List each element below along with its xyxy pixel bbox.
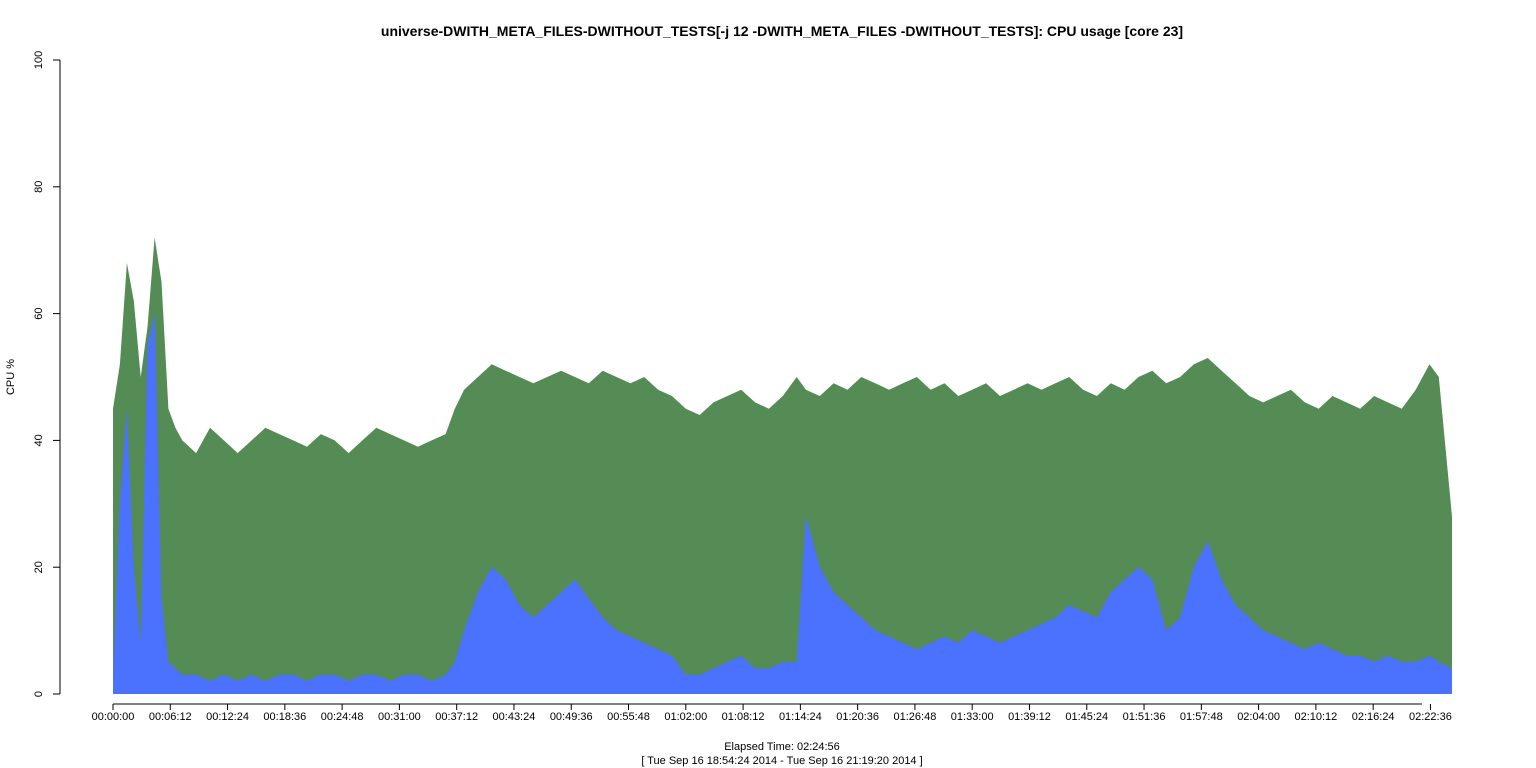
y-axis-ticks: 0 20 40 60 80 100 [33, 51, 60, 697]
x-tick-label: 02:16:24 [1352, 711, 1395, 723]
x-tick-label: 00:24:48 [321, 711, 364, 723]
series-1-area [113, 237, 1452, 694]
x-tick-label: 01:14:24 [779, 711, 822, 723]
x-tick-label: 01:51:36 [1123, 711, 1166, 723]
x-tick-label: 00:49:36 [550, 711, 593, 723]
x-tick-label: 01:20:36 [836, 711, 879, 723]
x-tick-label: 01:26:48 [894, 711, 937, 723]
x-tick-label: 01:57:48 [1180, 711, 1223, 723]
x-tick-label: 00:12:24 [206, 711, 249, 723]
plot-area [113, 237, 1452, 694]
x-tick-label: 02:22:36 [1409, 711, 1452, 723]
x-tick-label: 01:33:00 [951, 711, 994, 723]
x-tick-label: 01:45:24 [1065, 711, 1108, 723]
series-2-area [113, 313, 1452, 694]
x-tick-label: 01:39:12 [1008, 711, 1051, 723]
y-tick-label: 100 [33, 51, 45, 69]
y-tick-label: 20 [33, 561, 45, 573]
x-tick-label: 01:08:12 [722, 711, 765, 723]
x-tick-label: 02:10:12 [1294, 711, 1337, 723]
x-tick-label: 00:31:00 [378, 711, 421, 723]
x-tick-label: 00:00:00 [92, 711, 135, 723]
y-tick-label: 60 [33, 307, 45, 319]
y-tick-label: 0 [33, 691, 45, 697]
x-tick-label: 00:37:12 [435, 711, 478, 723]
x-axis-label-elapsed: Elapsed Time: 02:24:56 [724, 741, 840, 753]
x-axis-label-range: [ Tue Sep 16 18:54:24 2014 - Tue Sep 16 … [641, 755, 922, 767]
chart-title: universe-DWITH_META_FILES-DWITHOUT_TESTS… [381, 23, 1183, 39]
x-tick-label: 01:02:00 [664, 711, 707, 723]
y-axis-label: CPU % [5, 359, 17, 395]
x-tick-label: 00:06:12 [149, 711, 192, 723]
x-tick-label: 00:55:48 [607, 711, 650, 723]
y-tick-label: 40 [33, 434, 45, 446]
x-axis-ticks: 00:00:00 00:06:12 00:12:24 00:18:36 00:24:48… [92, 704, 1452, 723]
x-tick-label: 02:04:00 [1237, 711, 1280, 723]
y-tick-label: 80 [33, 181, 45, 193]
x-tick-label: 00:43:24 [493, 711, 536, 723]
x-tick-label: 00:18:36 [263, 711, 306, 723]
